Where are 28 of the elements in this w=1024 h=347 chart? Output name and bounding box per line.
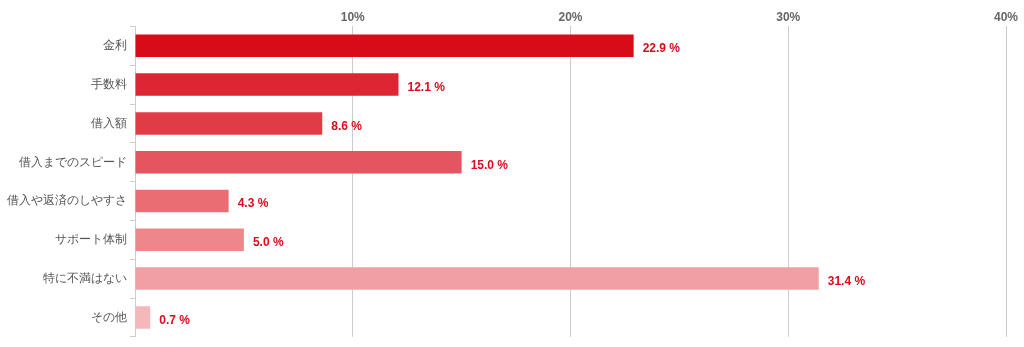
bar xyxy=(135,73,399,96)
x-tick-label: 40% xyxy=(993,9,1019,24)
data-label: 5.0 % xyxy=(252,235,284,250)
data-label: 4.3 % xyxy=(237,196,269,211)
y-tick-label: 借入や返済のしやすさ xyxy=(7,193,127,208)
y-tick-label: 金利 xyxy=(103,38,127,53)
y-tick-label: サポート体制 xyxy=(55,232,127,247)
x-tick-label: 30% xyxy=(776,9,801,24)
bar xyxy=(135,150,462,174)
y-tick-label: 手数料 xyxy=(91,76,127,91)
data-label: 15.0 % xyxy=(470,157,509,172)
bar xyxy=(135,306,151,329)
data-label: 22.9 % xyxy=(642,41,681,56)
data-label: 12.1 % xyxy=(407,79,446,94)
data-label: 31.4 % xyxy=(827,273,866,288)
data-label: 8.6 % xyxy=(331,118,363,133)
bar xyxy=(135,228,244,252)
bar xyxy=(135,34,634,58)
y-tick-label: 特に不満はない xyxy=(43,270,127,285)
x-tick-label: 10% xyxy=(340,9,366,24)
bar xyxy=(135,267,819,290)
data-label: 0.7 % xyxy=(159,312,191,327)
x-tick-label: 20% xyxy=(558,9,583,24)
bar xyxy=(135,112,323,135)
y-tick-label: 借入額 xyxy=(91,115,127,130)
y-tick-label: その他 xyxy=(91,309,127,324)
y-tick-label: 借入までのスピード xyxy=(19,154,127,169)
bar xyxy=(135,189,229,213)
